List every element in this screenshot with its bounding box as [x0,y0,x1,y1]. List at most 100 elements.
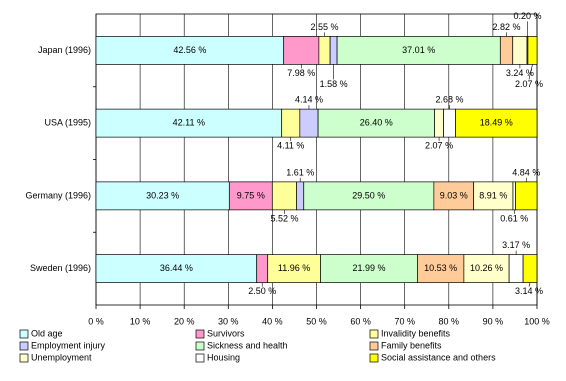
data-label: 3.24 % [506,68,534,78]
data-label: 8.91 % [479,190,507,200]
legend-label: Social assistance and others [381,352,496,362]
data-label: 21.99 % [352,263,385,273]
x-tick-label: 0 % [88,316,104,326]
y-tick-label: USA (1995) [44,118,91,128]
data-label: 29.50 % [352,190,385,200]
bar-segment [281,108,301,138]
legend-swatch [19,353,29,363]
data-label: 11.96 % [278,263,310,273]
bar-segment [455,108,538,138]
bar-segment [443,108,456,138]
data-label: 10.53 % [424,263,457,273]
data-label: 0.61 % [500,213,528,223]
legend-swatch [19,341,29,351]
data-label: 26.40 % [360,118,393,128]
x-tick-label: 50 % [306,316,327,326]
x-tick-label: 90 % [483,316,504,326]
data-label: 2.82 % [493,22,521,32]
data-label: 2.68 % [436,95,464,105]
data-label: 5.52 % [270,213,298,223]
legend-label: Employment injury [31,340,106,350]
bar-segment [267,254,321,283]
data-label: 10.26 % [470,263,503,273]
legend-label: Invalidity benefits [381,328,451,338]
legend-label: Housing [207,352,240,362]
data-label: 2.55 % [310,22,338,32]
legend-label: Sickness and health [207,340,288,350]
y-tick-label: Germany (1996) [25,190,91,200]
x-tick-label: 20 % [174,316,195,326]
x-tick-label: 30 % [218,316,239,326]
y-tick-label: Japan (1996) [38,45,91,55]
y-tick-label: Sweden (1996) [30,263,91,273]
data-label: 42.11 % [173,118,205,128]
x-tick-label: 10 % [130,316,151,326]
bar-segment [522,254,538,283]
bar-segment [515,181,538,211]
bar-segment [527,36,538,65]
data-label: 36.44 % [160,263,193,273]
bar-segment [228,181,273,211]
bar-segment [256,254,269,283]
leader-line [528,64,533,80]
data-label: 2.50 % [248,286,276,296]
data-label: 1.61 % [286,167,314,177]
data-label: 2.07 % [515,79,543,89]
bar-segment [473,181,514,211]
legend-swatch [195,329,205,339]
bar-segment [508,254,524,283]
legend-swatch [19,329,29,339]
x-tick-label: 40 % [262,316,283,326]
legend-swatch [195,353,205,363]
legend-label: Family benefits [381,340,442,350]
legend-swatch [369,353,379,363]
bar-segment [95,36,285,65]
bar-segment [417,254,465,283]
x-tick-label: 100 % [524,316,550,326]
bar-segment [336,36,501,65]
bar-segment [95,254,258,283]
data-label: 37.01 % [402,45,435,55]
legend-swatch [369,329,379,339]
data-label: 30.23 % [146,190,179,200]
x-tick-label: 80 % [439,316,460,326]
legend-label: Old age [31,328,63,338]
legend-label: Unemployment [31,352,92,362]
bar-segment [296,181,305,211]
legend-swatch [369,341,379,351]
bar-segment [303,181,435,211]
legend-label: Survivors [207,328,245,338]
data-label: 2.07 % [425,141,453,151]
bar-segment [271,181,298,211]
bar-segment [95,181,230,211]
data-label: 4.11 % [277,141,304,151]
data-label: 1.58 % [320,79,348,89]
data-label: 4.14 % [295,95,323,105]
data-label: 9.75 % [237,190,265,200]
x-tick-label: 70 % [394,316,415,326]
data-label: 9.03 % [440,190,468,200]
data-label: 3.14 % [515,286,543,296]
bar-segment [499,36,514,65]
data-label: 4.84 % [512,167,540,177]
bar-segment [433,181,475,211]
bar-segment [329,36,338,65]
data-label: 7.98 % [287,68,315,78]
bar-segment [299,108,319,138]
bar-segment [512,181,517,211]
leader-line [528,282,531,287]
bar-segment [463,254,510,283]
data-label: 18.49 % [480,118,513,128]
bar-segment [283,36,320,65]
bar-segment [512,36,528,65]
data-label: 3.17 % [502,240,530,250]
bar-segment [317,108,435,138]
data-label: 0.20 % [513,11,541,21]
data-label: 42.56 % [173,45,206,55]
x-tick-label: 60 % [350,316,371,326]
bar-segment [318,36,331,65]
legend-swatch [195,341,205,351]
bar-segment [434,108,444,138]
